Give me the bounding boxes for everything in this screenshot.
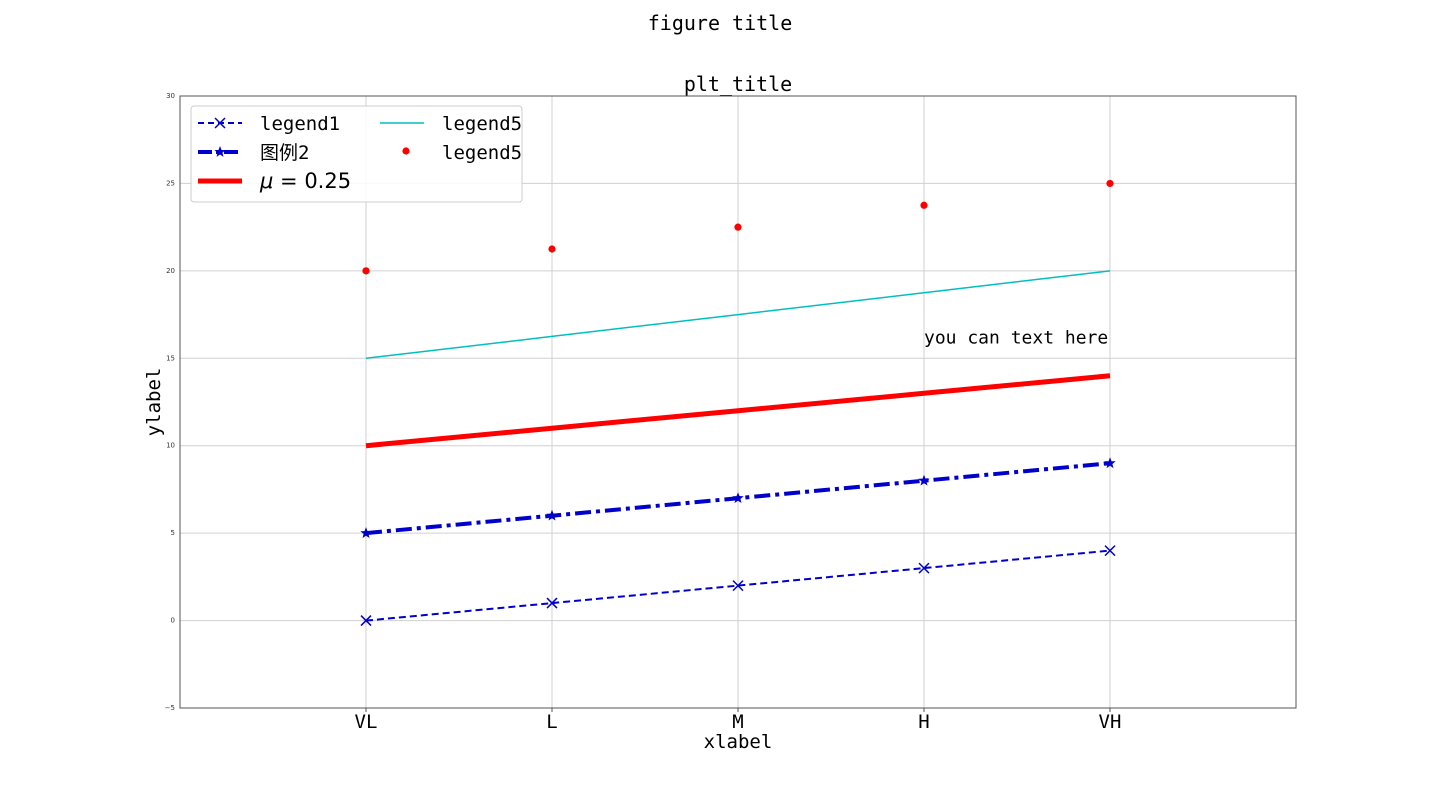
- x-tick-label: H: [918, 711, 929, 733]
- data-point-marker: [548, 245, 556, 253]
- legend-label: legend5: [442, 113, 522, 135]
- series-line: [365, 549, 1111, 622]
- data-point-marker: [732, 580, 744, 592]
- x-axis-label: xlabel: [704, 731, 773, 753]
- legend-label: μ = 0.25: [259, 169, 351, 193]
- y-tick-label: 20: [166, 267, 175, 275]
- legend-label: legend5: [442, 142, 522, 164]
- data-point-marker: [920, 201, 928, 209]
- data-point-marker: [1106, 179, 1114, 188]
- y-axis-ticks: −5 0 5 10 15 20 25 30: [165, 92, 175, 712]
- data-point-marker: [1104, 545, 1116, 557]
- legend-label: 图例2: [260, 142, 309, 164]
- x-axis-ticks: VL L M H VH: [355, 708, 1122, 733]
- legend-item-4: legend5: [380, 113, 522, 135]
- legend-item-5: legend5: [402, 142, 522, 164]
- data-point-marker: [360, 527, 372, 538]
- data-point-marker: [360, 615, 372, 627]
- x-tick-label: VH: [1099, 711, 1122, 733]
- y-axis-label: ylabel: [143, 368, 165, 437]
- data-point-marker: [732, 492, 744, 503]
- x-tick-label: M: [732, 711, 743, 733]
- legend-item-2: 图例2: [198, 142, 309, 164]
- legend-marker: [402, 147, 410, 155]
- y-tick-label: 15: [166, 354, 175, 362]
- data-point-marker: [918, 562, 930, 574]
- data-point-marker: [362, 267, 370, 275]
- x-marker-stroke: [360, 615, 372, 627]
- series-layer: [360, 179, 1116, 627]
- legend-marker: [214, 117, 226, 129]
- series-4: [365, 270, 1111, 360]
- legend-item-1: legend1: [198, 113, 340, 135]
- x-marker-stroke: [1104, 545, 1116, 557]
- legend: legend1 图例2 μ = 0.25 legend5 legend5: [190, 105, 523, 203]
- data-point-marker: [1104, 457, 1116, 469]
- legend-item-3: μ = 0.25: [198, 169, 351, 193]
- legend-label-rest: = 0.25: [273, 169, 351, 193]
- legend-marker: [214, 146, 226, 157]
- y-tick-label: 0: [171, 617, 175, 625]
- series-line: [365, 270, 1111, 360]
- y-tick-label: 30: [166, 92, 175, 100]
- series-3: [365, 373, 1111, 449]
- x-marker-stroke: [918, 562, 930, 574]
- series-5: [362, 179, 1114, 275]
- legend-frame: [190, 105, 523, 203]
- y-tick-label: 5: [171, 529, 175, 537]
- annotations: you can text here: [924, 327, 1108, 348]
- annotation-text: you can text here: [924, 327, 1108, 348]
- data-point-marker: [546, 597, 558, 609]
- series-2: [360, 457, 1116, 538]
- chart-title: plt_title: [684, 72, 792, 96]
- series-1: [360, 545, 1116, 627]
- x-marker-stroke: [732, 580, 744, 592]
- x-marker-stroke: [214, 117, 226, 129]
- x-tick-label: VL: [355, 711, 378, 733]
- series-line: [365, 373, 1111, 449]
- x-marker-stroke: [546, 597, 558, 609]
- y-tick-label: 10: [166, 442, 175, 450]
- legend-label-symbol: μ: [259, 169, 273, 193]
- data-point-marker: [918, 474, 930, 486]
- x-tick-label: L: [546, 711, 557, 733]
- data-point-marker: [546, 509, 558, 521]
- y-tick-label: 25: [166, 179, 175, 187]
- figure-title: figure title: [647, 11, 793, 35]
- legend-label: legend1: [260, 113, 340, 135]
- y-tick-label: −5: [165, 704, 175, 712]
- data-point-marker: [734, 223, 742, 231]
